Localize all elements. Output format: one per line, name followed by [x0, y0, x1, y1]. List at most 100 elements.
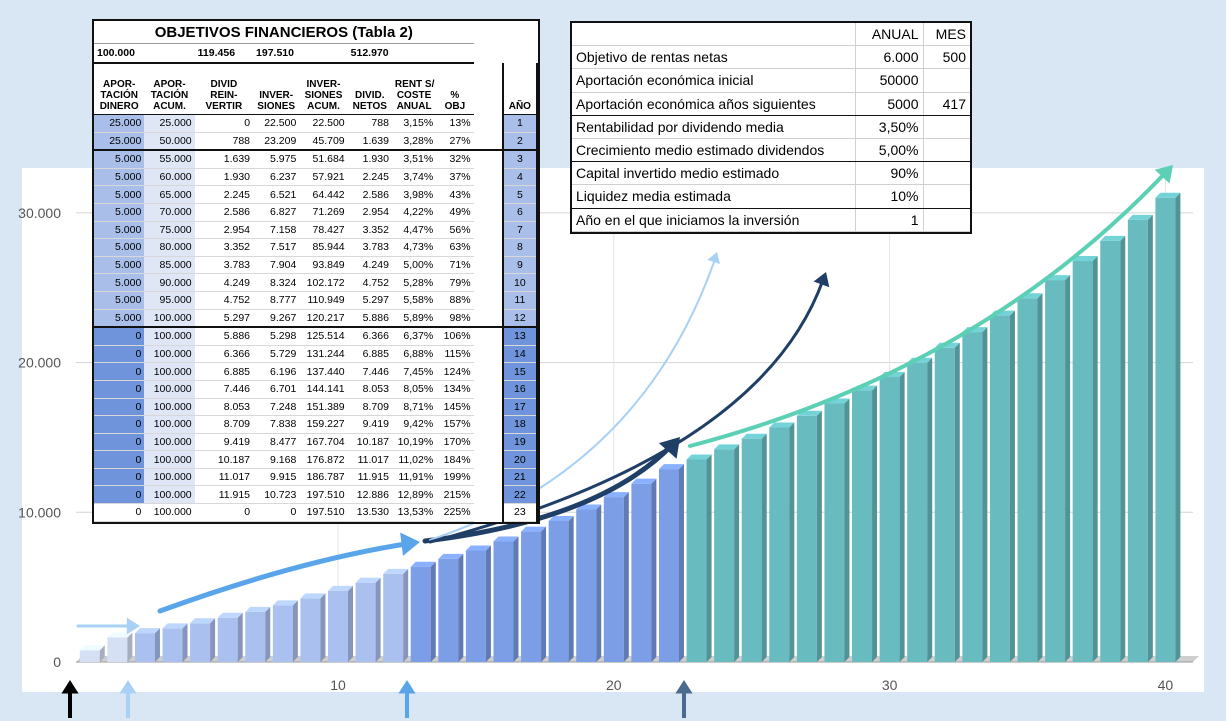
bar-year-23: [686, 454, 712, 662]
table-cell: 5.000: [94, 149, 145, 169]
table-cell: 3,74%: [391, 168, 437, 187]
table-cell: 3.352: [347, 221, 392, 240]
bar-year-34: [989, 310, 1015, 662]
bar-front: [879, 377, 900, 662]
bar-top: [383, 568, 409, 574]
table-cell: 7,45%: [391, 362, 437, 381]
total-cell: 197.510: [253, 43, 300, 64]
table-cell: 56%: [436, 221, 474, 240]
table-cell: 55.000: [144, 149, 195, 169]
param-month: [922, 161, 970, 186]
bar-side: [348, 585, 354, 662]
table-cell: 8,71%: [391, 398, 437, 417]
table-cell: 49%: [436, 203, 474, 222]
bar-side: [816, 410, 822, 662]
table-cell: 63%: [436, 238, 474, 257]
table-cell: 10.187: [347, 433, 392, 452]
bar-front: [603, 497, 624, 662]
bar-side: [541, 526, 547, 662]
year-cell: 15: [501, 362, 539, 381]
arrow-dark: [422, 441, 676, 544]
bar-front: [521, 531, 542, 662]
column-header: RENT S/COSTE ANUAL: [391, 63, 437, 115]
table-cell: 2.245: [194, 185, 254, 204]
bar-front: [576, 509, 597, 662]
arrow-mid-head: [400, 532, 420, 556]
param-month: [922, 115, 970, 139]
table-cell: 788: [194, 132, 254, 151]
spacer-cell: [473, 185, 503, 204]
bar-side: [706, 454, 712, 662]
bar-top: [1072, 255, 1098, 261]
arrow-teal-head: [1154, 165, 1173, 184]
table-cell: 79%: [436, 273, 474, 292]
table-cell: 2.586: [347, 185, 392, 204]
spacer-cell: [473, 380, 503, 398]
bar-year-24: [714, 444, 740, 662]
year-cell: 22: [501, 485, 539, 505]
year-cell: 2: [501, 132, 539, 151]
x-tick-label: 40: [1158, 677, 1174, 693]
bar-side: [1092, 255, 1098, 662]
total-cell: 119.456: [194, 43, 254, 64]
table-cell: 60.000: [144, 168, 195, 187]
table-cell: 3.783: [194, 256, 254, 275]
x-tick-label: 10: [330, 677, 346, 693]
table-cell: 65.000: [144, 185, 195, 204]
param-annual: 1: [854, 208, 923, 232]
param-annual: 6.000: [854, 45, 923, 70]
bar-top: [217, 612, 243, 618]
table-cell: 4.249: [347, 256, 392, 275]
bar-year-38: [1100, 235, 1126, 662]
spacer-cell: [473, 256, 503, 274]
param-label: Aportación económica inicial: [572, 68, 855, 93]
bar-side: [320, 593, 326, 662]
bar-front: [1017, 298, 1038, 662]
bar-year-33: [962, 327, 988, 662]
table-cell: 8.777: [253, 291, 300, 310]
bar-side: [154, 628, 160, 662]
table-cell: 4.752: [347, 273, 392, 292]
table-cell: 11,02%: [391, 450, 437, 469]
bar-year-30: [879, 372, 905, 662]
table-cell: 13%: [436, 114, 474, 133]
table-cell: 120.217: [299, 309, 348, 328]
column-header: APOR- TACIÓN ACUM.: [144, 63, 195, 115]
bar-side: [127, 632, 133, 662]
table-cell: 85.000: [144, 256, 195, 275]
table-cell: 8.477: [253, 433, 300, 452]
param-label: Capital invertido medio estimado: [572, 161, 855, 186]
table-cell: 8.053: [347, 380, 392, 399]
table-cell: 5.000: [94, 291, 145, 310]
year-cell: 9: [501, 256, 539, 275]
bar-year-3: [134, 628, 160, 662]
column-header: INVER- SIONES ACUM.: [299, 63, 348, 115]
bar-front: [355, 582, 376, 662]
bar-side: [568, 516, 574, 662]
param-annual: 10%: [854, 184, 923, 209]
table-cell: 186.787: [299, 468, 348, 487]
bar-front: [658, 469, 679, 662]
bar-year-6: [217, 612, 243, 662]
table-cell: 0: [94, 433, 145, 452]
table-cell: 64.442: [299, 185, 348, 204]
table-cell: 5,89%: [391, 309, 437, 328]
table-cell: 184%: [436, 450, 474, 469]
table-cell: 6.885: [347, 345, 392, 364]
table-cell: 27%: [436, 132, 474, 151]
table-cell: 3,51%: [391, 149, 437, 169]
bar-top: [355, 577, 381, 583]
bar-side: [789, 422, 795, 662]
table-cell: 5,28%: [391, 273, 437, 292]
table-cell: 8,05%: [391, 380, 437, 399]
table-cell: 98%: [436, 309, 474, 328]
table-cell: 5.886: [194, 326, 254, 346]
spacer-cell: [473, 309, 503, 328]
year-cell: 13: [501, 326, 539, 346]
bar-front: [548, 521, 569, 662]
table-cell: 0: [94, 450, 145, 469]
bar-front: [79, 650, 100, 662]
table-cell: 6.237: [253, 168, 300, 187]
year-cell: 21: [501, 468, 539, 487]
bar-side: [1065, 275, 1071, 662]
